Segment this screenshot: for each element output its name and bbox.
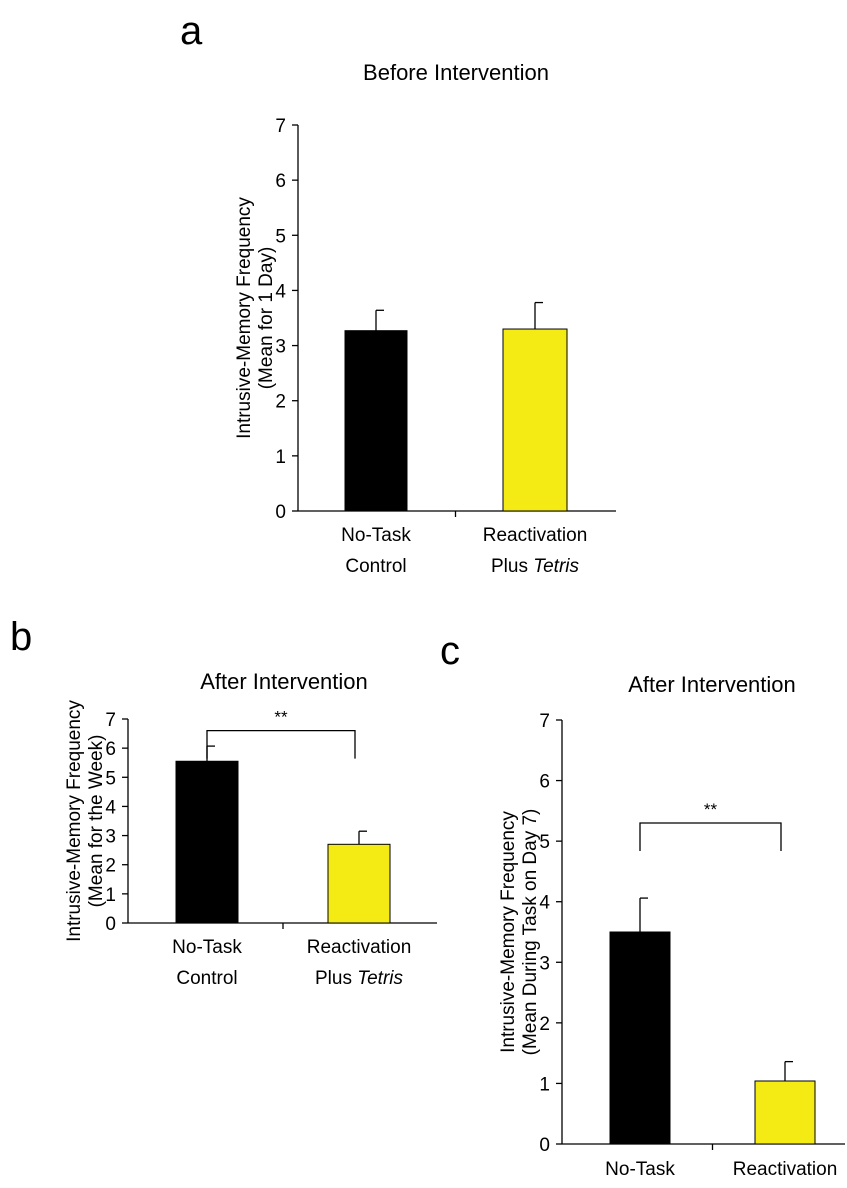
category-label: Reactivation [483,525,588,546]
category-label: No-Task [605,1159,675,1180]
y-tick-label: 0 [105,914,116,935]
category-label: Reactivation [307,937,412,958]
y-tick-label: 3 [539,953,550,974]
y-tick-label: 2 [275,392,286,413]
bar [175,760,239,924]
category-label: Plus Tetris [315,968,404,989]
y-axis-label-line: Intrusive-Memory Frequency [498,811,519,1053]
y-tick-label: 0 [539,1135,550,1156]
y-tick-label: 2 [105,856,116,877]
y-tick-label: 6 [105,739,116,760]
bar [344,330,408,512]
y-tick-label: 4 [275,281,286,302]
significance-bracket [639,822,782,851]
y-tick-label: 7 [105,710,116,731]
category-label: Control [176,968,237,989]
y-axis-label-line: Intrusive-Memory Frequency [234,197,255,439]
chart-panel-a: a Before Intervention Intrusive-Memory Fre… [180,9,616,577]
chart-panel-c: c After Intervention Intrusive-Memory Freq… [440,629,845,1180]
category-label-italic: Tetris [533,556,579,577]
y-tick-label: 5 [105,768,116,789]
y-tick-label: 6 [275,171,286,192]
category-label: Reactivation [733,1159,838,1180]
bar [609,931,671,1145]
y-tick-label: 2 [539,1014,550,1035]
significance-bracket [206,730,356,759]
y-tick-label: 7 [275,116,286,137]
chart-panel-b: b After Intervention Intrusive-Memory Freq… [10,615,437,989]
category-label: No-Task [341,525,411,546]
y-tick-label: 5 [275,226,286,247]
category-label-italic: Tetris [357,968,403,989]
y-tick-label: 3 [275,337,286,358]
category-label-part: Control [345,556,406,577]
category-label: Plus Tetris [491,556,580,577]
panel-letter: a [180,9,203,53]
y-axis-label-line: (Mean for 1 Day) [256,247,277,390]
y-tick-label: 6 [539,772,550,793]
significance-label: ** [704,800,718,819]
y-tick-label: 7 [539,711,550,732]
y-axis-label-line: (Mean During Task on Day 7) [520,809,541,1056]
bar [327,843,391,924]
chart-title: After Intervention [200,669,368,694]
category-label-part: Control [176,968,237,989]
category-label: Control [345,556,406,577]
y-axis-label-line: (Mean for the Week) [86,735,107,908]
chart-title: Before Intervention [363,60,549,85]
category-label-part: Plus [315,968,357,989]
bar [754,1080,816,1145]
chart-title: After Intervention [628,672,796,697]
bar [502,328,568,512]
y-tick-label: 1 [275,447,286,468]
y-tick-label: 1 [539,1074,550,1095]
y-tick-label: 4 [105,797,116,818]
panel-letter: c [440,629,460,673]
y-axis-label: Intrusive-Memory Frequency(Mean During T… [498,809,541,1056]
y-axis-label: Intrusive-Memory Frequency(Mean for 1 Da… [234,197,277,439]
y-tick-label: 3 [105,827,116,848]
y-tick-label: 0 [275,502,286,523]
significance-label: ** [274,708,288,727]
y-axis-label: Intrusive-Memory Frequency(Mean for the … [64,700,107,942]
y-axis-label-line: Intrusive-Memory Frequency [64,700,85,942]
y-tick-label: 5 [539,832,550,853]
y-tick-label: 1 [105,885,116,906]
panel-letter: b [10,615,32,659]
y-tick-label: 4 [539,893,550,914]
category-label-part: Plus [491,556,533,577]
category-label: No-Task [172,937,242,958]
